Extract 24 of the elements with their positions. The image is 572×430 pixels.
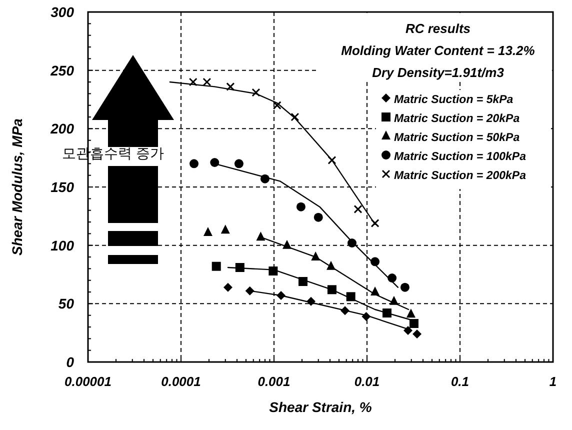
annotation: Dry Density=1.91t/m3 xyxy=(372,65,505,80)
y-tick-label: 100 xyxy=(50,237,74,254)
x-tick-label: 1 xyxy=(549,374,557,389)
x-tick-label: 0.001 xyxy=(258,374,290,389)
y-tick-label: 0 xyxy=(66,354,74,370)
y-tick-label: 150 xyxy=(50,179,74,195)
y-tick-label: 250 xyxy=(50,62,74,78)
y-tick-label: 300 xyxy=(50,4,74,20)
y-tick-label: 200 xyxy=(50,120,74,137)
y-tick-label: 50 xyxy=(58,296,74,312)
note-box: RC results Molding Water Content = 13.2% Dry Density=1.91t/m3 xyxy=(318,13,552,81)
annotation: RC results xyxy=(405,21,471,36)
legend-label: Matric Suction = 200kPa xyxy=(394,170,527,182)
x-tick-label: 0.00001 xyxy=(64,374,112,389)
x-axis-title: Shear Strain, % xyxy=(269,399,372,415)
legend-label: Matric Suction = 100kPa xyxy=(394,151,527,163)
x-tick-label: 0.0001 xyxy=(161,374,201,389)
x-tick-label: 0.1 xyxy=(450,374,470,389)
legend-label: Matric Suction = 50kPa xyxy=(394,132,520,144)
legend-label: Matric Suction = 5kPa xyxy=(394,94,514,106)
legend-label: Matric Suction = 20kPa xyxy=(394,113,520,125)
annotation: Molding Water Content = 13.2% xyxy=(341,43,536,58)
y-axis-title: Shear Modulus, MPa xyxy=(9,118,25,256)
x-tick-label: 0.01 xyxy=(354,374,380,389)
